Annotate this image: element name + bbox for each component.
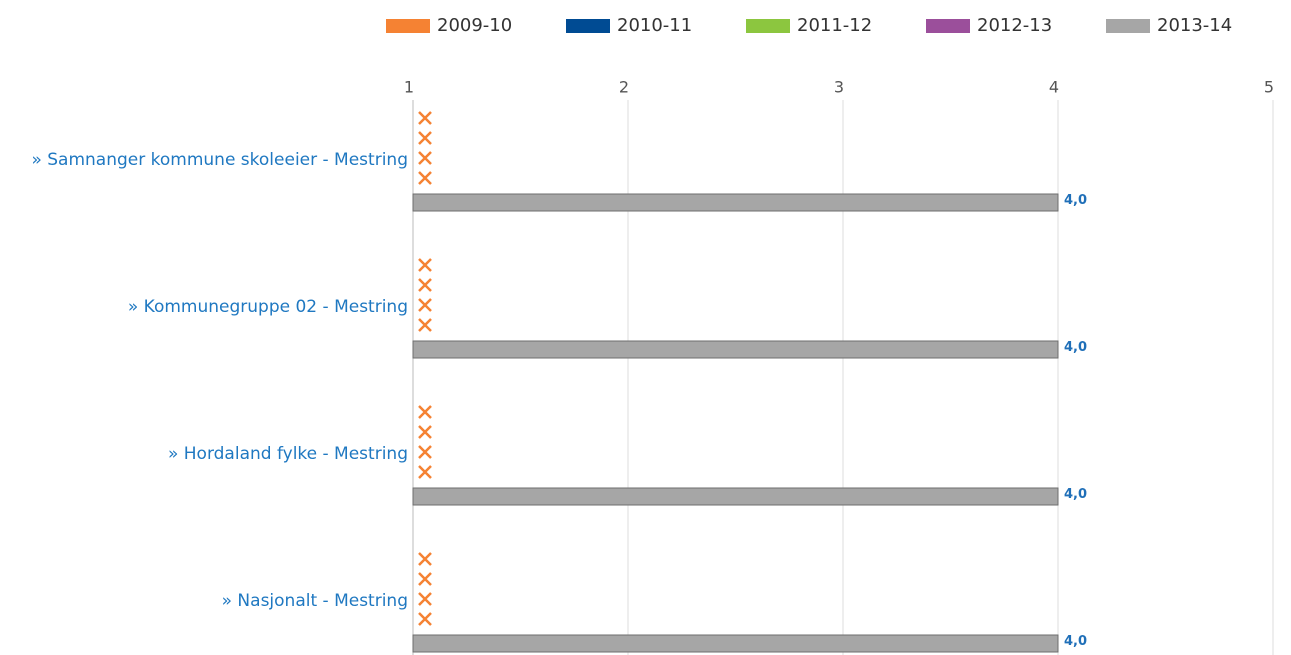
- missing-marker: [418, 111, 432, 125]
- missing-marker: [418, 552, 432, 566]
- value-label: 4,0: [1064, 340, 1087, 355]
- legend-label: 2011-12: [797, 15, 872, 36]
- missing-marker: [418, 592, 432, 606]
- legend-swatch: [746, 19, 790, 33]
- legend-label: 2012-13: [977, 15, 1052, 36]
- value-label: 4,0: [1064, 634, 1087, 649]
- bar: [412, 340, 1059, 359]
- category-label: » Nasjonalt - Mestring: [221, 591, 408, 611]
- missing-marker: [418, 318, 432, 332]
- bar: [412, 193, 1059, 212]
- missing-marker: [418, 405, 432, 419]
- missing-marker: [418, 131, 432, 145]
- legend-swatch: [386, 19, 430, 33]
- x-tick-label: 3: [834, 78, 844, 97]
- missing-marker: [418, 612, 432, 626]
- missing-marker: [418, 151, 432, 165]
- missing-marker: [418, 425, 432, 439]
- missing-marker: [418, 298, 432, 312]
- missing-marker: [418, 445, 432, 459]
- bar: [412, 487, 1059, 506]
- missing-marker: [418, 278, 432, 292]
- legend-label: 2013-14: [1157, 15, 1232, 36]
- x-tick-label: 4: [1049, 78, 1059, 97]
- legend-label: 2010-11: [617, 15, 692, 36]
- legend-swatch: [926, 19, 970, 33]
- category-label: » Kommunegruppe 02 - Mestring: [127, 297, 408, 317]
- value-label: 4,0: [1064, 487, 1087, 502]
- category-label: » Hordaland fylke - Mestring: [167, 444, 408, 464]
- value-label: 4,0: [1064, 193, 1087, 208]
- bar: [412, 634, 1059, 653]
- missing-marker: [418, 465, 432, 479]
- missing-marker: [418, 171, 432, 185]
- x-tick-label: 1: [404, 78, 414, 97]
- x-tick-label: 5: [1264, 78, 1274, 97]
- missing-marker: [418, 258, 432, 272]
- missing-marker: [418, 572, 432, 586]
- legend-label: 2009-10: [437, 15, 512, 36]
- legend-swatch: [1106, 19, 1150, 33]
- legend-swatch: [566, 19, 610, 33]
- x-tick-label: 2: [619, 78, 629, 97]
- category-label: » Samnanger kommune skoleeier - Mestring: [31, 150, 408, 170]
